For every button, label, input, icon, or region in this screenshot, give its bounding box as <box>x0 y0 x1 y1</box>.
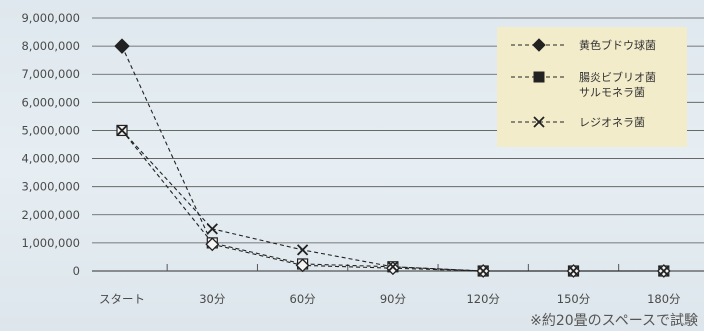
legend-item: レジオネラ菌 <box>511 116 645 129</box>
y-tick-label: 2,000,000 <box>21 208 80 222</box>
marker-diamond <box>205 237 220 252</box>
series-markers <box>114 38 671 278</box>
x-tick-label: スタート <box>99 292 145 306</box>
y-tick-label: 9,000,000 <box>21 11 80 25</box>
marker-diamond <box>114 38 130 54</box>
y-tick-label: 8,000,000 <box>21 39 80 53</box>
y-tick-label: 6,000,000 <box>21 95 80 109</box>
series-line <box>121 130 664 272</box>
marker-x <box>116 124 128 137</box>
marker-x <box>658 265 670 277</box>
y-tick-label: 4,000,000 <box>21 152 80 166</box>
x-tick-label: 90分 <box>380 292 407 306</box>
x-tick-label: 150分 <box>557 292 591 306</box>
y-tick-label: 5,000,000 <box>21 123 80 137</box>
x-axis: スタート 30分 60分 90分 120分 150分 180分 <box>99 264 681 306</box>
legend-item: 黄色ブドウ球菌 <box>511 38 656 52</box>
x-tick-label: 60分 <box>290 292 317 306</box>
legend-label: サルモネラ菌 <box>579 86 645 99</box>
footnote: ※約20畳のスペースで試験 <box>530 313 698 329</box>
series-line <box>121 130 664 272</box>
y-tick-label: 7,000,000 <box>21 67 80 81</box>
legend-box <box>497 27 687 147</box>
x-tick-label: 30分 <box>199 292 226 306</box>
x-tick-label: 120分 <box>466 292 500 306</box>
marker-x <box>567 265 580 277</box>
y-tick-label: 3,000,000 <box>21 180 80 194</box>
marker-x <box>206 223 218 235</box>
marker-x <box>387 261 399 273</box>
marker-x <box>296 244 309 256</box>
marker-diamond <box>385 261 400 276</box>
legend-label: レジオネラ菌 <box>579 116 645 129</box>
marker-square <box>533 71 545 83</box>
legend-label: 腸炎ビブリオ菌 <box>579 70 656 84</box>
marker-diamond <box>532 38 546 52</box>
y-axis: 0 1,000,000 2,000,000 3,000,000 4,000,000 5,0… <box>21 11 80 278</box>
legend-label: 黄色ブドウ球菌 <box>579 38 656 52</box>
marker-diamond <box>295 258 310 273</box>
x-tick-label: 180分 <box>647 292 681 306</box>
marker-x <box>477 265 489 277</box>
y-tick-label: 0 <box>73 264 80 278</box>
marker-x <box>533 116 545 128</box>
y-tick-label: 1,000,000 <box>21 236 80 250</box>
